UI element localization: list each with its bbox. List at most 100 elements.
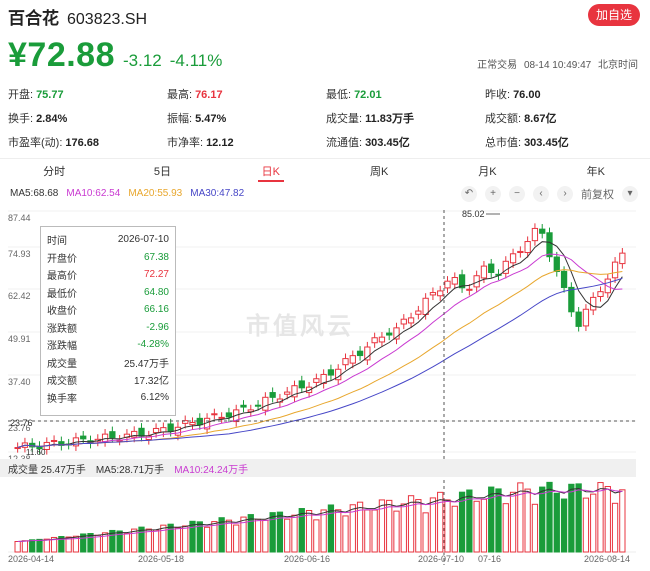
tab-2[interactable]: 日K bbox=[217, 162, 325, 182]
tab-label: 年K bbox=[586, 166, 605, 178]
volume-bar bbox=[335, 509, 342, 553]
stat-label: 市盈率(动): bbox=[8, 137, 63, 149]
stat-item: 振幅: 5.47% bbox=[167, 110, 326, 126]
volume-bar bbox=[80, 533, 87, 553]
volume-bar bbox=[444, 499, 451, 553]
candle bbox=[58, 441, 65, 446]
candle bbox=[429, 292, 437, 296]
volume-bar bbox=[269, 512, 276, 553]
tooltip-row: 收盘价 66.16 bbox=[47, 301, 169, 319]
volume-bar bbox=[109, 529, 116, 553]
price-change: -3.12 bbox=[123, 51, 162, 70]
ma-legend-item: MA20:55.93 bbox=[128, 188, 183, 199]
volume-bar bbox=[509, 491, 517, 553]
candle bbox=[320, 373, 327, 384]
volume-legend-item: 成交量 25.47万手 bbox=[8, 464, 86, 476]
candle bbox=[349, 355, 356, 364]
volume-bar bbox=[116, 530, 123, 553]
stat-item: 换手: 2.84% bbox=[8, 110, 167, 126]
tooltip-label: 换手率 bbox=[47, 393, 77, 405]
stat-item: 市盈率(动): 176.68 bbox=[8, 134, 167, 150]
tab-1[interactable]: 5日 bbox=[108, 162, 216, 182]
candle bbox=[386, 332, 393, 336]
add-watchlist-button[interactable]: 加自选 bbox=[588, 4, 640, 26]
stat-value: 303.45亿 bbox=[365, 137, 410, 149]
candle bbox=[371, 337, 378, 344]
volume-bar bbox=[138, 526, 145, 553]
candle bbox=[313, 378, 320, 383]
volume-bar bbox=[604, 485, 611, 553]
volume-bar bbox=[21, 540, 29, 553]
tab-5[interactable]: 年K bbox=[542, 162, 650, 182]
stat-label: 最低: bbox=[326, 89, 352, 101]
undo-icon[interactable]: ↶ bbox=[461, 186, 477, 202]
ma-line bbox=[17, 277, 623, 449]
stat-value: 2.84% bbox=[36, 113, 68, 125]
tooltip-label: 最低价 bbox=[47, 288, 77, 300]
zoom-in-icon[interactable]: + bbox=[485, 186, 501, 202]
candle bbox=[109, 431, 116, 439]
volume-bar bbox=[101, 532, 109, 553]
volume-bar bbox=[488, 486, 495, 553]
volume-bar bbox=[131, 528, 138, 553]
stat-row: 开盘: 75.77 最高: 76.17 最低: 72.01 昨收: 76.00 bbox=[8, 82, 644, 106]
y-tick: 49.91 bbox=[8, 334, 31, 344]
x-tick: 2026-08-14 bbox=[584, 554, 631, 564]
stat-item: 昨收: 76.00 bbox=[485, 86, 644, 102]
volume-legend-item: MA10:24.24万手 bbox=[174, 464, 249, 476]
high-mark: 85.02 bbox=[462, 209, 485, 219]
candle bbox=[407, 317, 415, 324]
candle bbox=[451, 277, 458, 285]
volume-bar bbox=[182, 525, 189, 553]
candle bbox=[211, 413, 218, 416]
candle bbox=[480, 265, 488, 279]
volume-bar bbox=[72, 535, 80, 553]
volume-bar bbox=[152, 529, 160, 553]
x-tick: 2026-06-16 bbox=[284, 554, 331, 564]
price-row: ¥72.88 -3.12 -4.11% bbox=[8, 36, 222, 75]
volume-bar bbox=[174, 527, 182, 553]
volume-bar bbox=[437, 491, 444, 553]
candle bbox=[298, 380, 305, 389]
stock-header: 百合花 603823.SH bbox=[8, 4, 147, 28]
tab-3[interactable]: 周K bbox=[325, 162, 433, 182]
scroll-left-icon[interactable]: ‹ bbox=[533, 186, 549, 202]
stat-value: 11.83万手 bbox=[365, 113, 414, 125]
stat-item: 开盘: 75.77 bbox=[8, 86, 167, 102]
ma-legend-item: MA30:47.82 bbox=[190, 188, 245, 199]
dropdown-icon[interactable]: ▾ bbox=[622, 186, 638, 202]
stat-label: 开盘: bbox=[8, 89, 34, 101]
candle bbox=[189, 421, 196, 426]
tooltip-row: 最高价 72.27 bbox=[47, 266, 169, 284]
tab-4[interactable]: 月K bbox=[433, 162, 541, 182]
x-tick: 2026-07-10 bbox=[418, 554, 465, 564]
candle bbox=[101, 433, 109, 443]
candle bbox=[152, 427, 160, 434]
volume-bar bbox=[87, 533, 94, 553]
volume-bar bbox=[451, 505, 458, 553]
x-tick: 2026-04-14 bbox=[8, 554, 55, 564]
volume-bar bbox=[611, 502, 619, 553]
candle bbox=[196, 417, 203, 426]
candle bbox=[560, 270, 568, 288]
tooltip-label: 涨跌额 bbox=[47, 323, 77, 335]
volume-bar bbox=[422, 512, 429, 553]
stat-item: 成交量: 11.83万手 bbox=[326, 110, 485, 126]
volume-bar bbox=[575, 483, 582, 553]
tab-0[interactable]: 分时 bbox=[0, 162, 108, 182]
candle bbox=[254, 404, 262, 407]
zoom-out-icon[interactable]: − bbox=[509, 186, 525, 202]
volume-bar bbox=[313, 519, 320, 553]
volume-bar bbox=[189, 520, 196, 553]
volume-bar bbox=[284, 518, 291, 553]
stat-value: 303.45亿 bbox=[524, 137, 569, 149]
tab-label: 月K bbox=[478, 166, 497, 178]
adjust-mode-select[interactable]: 前复权 bbox=[581, 189, 614, 201]
volume-bar bbox=[371, 509, 378, 553]
tooltip-label: 成交量 bbox=[47, 358, 77, 370]
y-tick: 37.40 bbox=[8, 377, 31, 387]
volume-bar bbox=[43, 538, 50, 553]
volume-bar bbox=[386, 499, 393, 553]
scroll-right-icon[interactable]: › bbox=[557, 186, 573, 202]
current-price: ¥72.88 bbox=[8, 36, 115, 74]
